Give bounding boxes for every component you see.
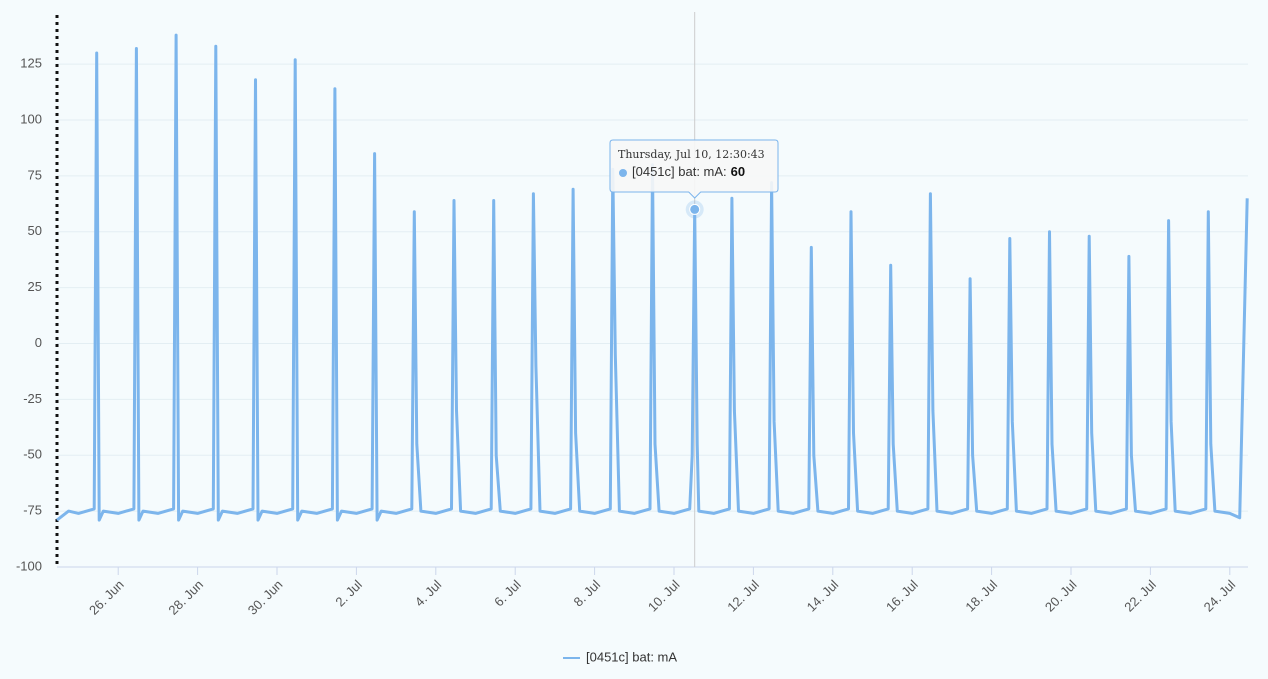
tooltip-label: [0451c] bat: mA: 60	[632, 164, 745, 179]
x-tick-label: 22. Jul	[1121, 577, 1159, 615]
x-tick-label: 10. Jul	[645, 577, 683, 615]
x-tick-label: 26. Jun	[86, 577, 127, 618]
y-tick-label: 75	[28, 167, 42, 182]
x-tick-label: 6. Jul	[491, 577, 524, 610]
y-tick-label: -75	[23, 503, 42, 518]
series-line	[56, 33, 1249, 522]
x-tick-label: 8. Jul	[571, 577, 604, 610]
legend-item[interactable]: [0451c] bat: mA	[563, 649, 677, 664]
tooltip: Thursday, Jul 10, 12:30:43 [0451c] bat: m…	[609, 139, 779, 199]
y-tick-label: 100	[20, 111, 42, 126]
y-tick-label: 0	[35, 335, 42, 350]
x-tick-label: 14. Jul	[804, 577, 842, 615]
hover-marker	[689, 203, 701, 215]
x-tick-label: 16. Jul	[883, 577, 921, 615]
x-tick-label: 24. Jul	[1201, 577, 1239, 615]
y-tick-label: -100	[16, 558, 42, 573]
x-tick-label: 28. Jun	[165, 577, 206, 618]
tooltip-dot	[619, 169, 627, 177]
x-tick-label: 30. Jun	[245, 577, 286, 618]
x-tick-label: 4. Jul	[412, 577, 445, 610]
x-tick-label: 2. Jul	[332, 577, 365, 610]
y-tick-label: 125	[20, 56, 42, 71]
tooltip-series: [0451c] bat: mA:	[632, 164, 727, 179]
tooltip-title: Thursday, Jul 10, 12:30:43	[618, 148, 765, 161]
y-tick-label: 25	[28, 279, 42, 294]
legend-label: [0451c] bat: mA	[586, 649, 677, 664]
y-tick-label: -25	[23, 391, 42, 406]
x-tick-label: 20. Jul	[1042, 577, 1080, 615]
x-tick-label: 18. Jul	[962, 577, 1000, 615]
tooltip-box	[609, 139, 779, 199]
y-tick-label: -50	[23, 447, 42, 462]
tooltip-value: 60	[731, 164, 745, 179]
y-tick-label: 50	[28, 223, 42, 238]
x-tick-label: 12. Jul	[724, 577, 762, 615]
